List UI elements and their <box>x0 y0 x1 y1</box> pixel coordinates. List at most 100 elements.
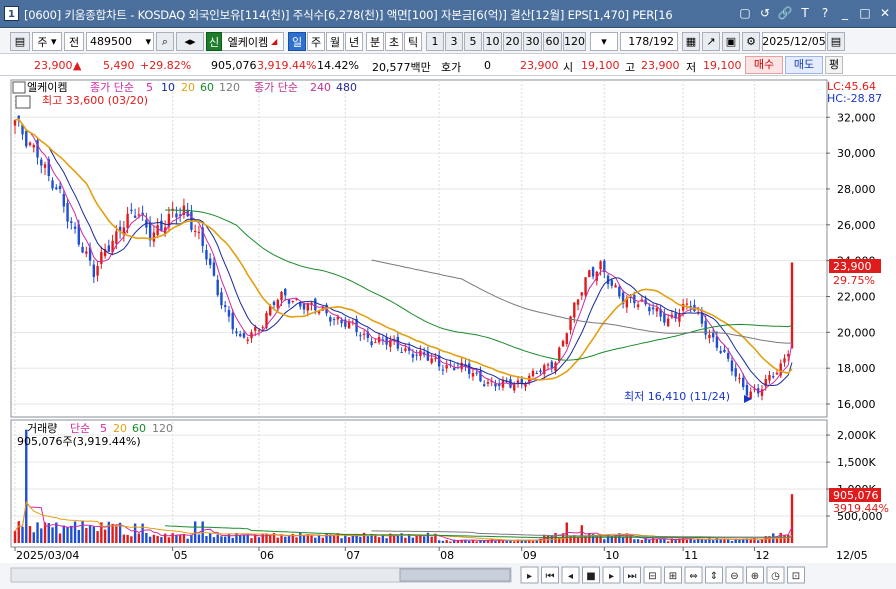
minimize-button[interactable]: _ <box>842 6 848 20</box>
bar-count-field[interactable]: 178/192 <box>620 32 678 51</box>
gear-icon[interactable]: ⚙ <box>742 32 760 51</box>
interval-button-120[interactable]: 120 <box>563 32 586 51</box>
volume-bar <box>689 538 692 543</box>
candle-body <box>340 319 343 324</box>
volume-bar <box>539 538 542 543</box>
collapse-icon[interactable] <box>643 566 662 584</box>
candle-body <box>483 384 486 386</box>
candle-body <box>58 185 62 190</box>
period-button-tick[interactable]: 틱 <box>404 32 422 51</box>
volume-bar <box>51 527 54 543</box>
table-icon[interactable] <box>15 95 31 109</box>
prev-icon[interactable] <box>561 566 580 584</box>
period-button-month[interactable]: 월 <box>326 32 344 51</box>
interval-button-5[interactable]: 5 <box>464 32 482 51</box>
candle-body <box>531 370 535 377</box>
calendar-icon[interactable]: ▤ <box>827 32 845 51</box>
volume-bar <box>505 540 508 543</box>
period-button-minute[interactable]: 분 <box>366 32 384 51</box>
volume-bar <box>190 534 193 543</box>
volume-bar <box>362 532 366 543</box>
help-icon[interactable]: ? <box>821 6 829 20</box>
candle-body <box>32 145 35 148</box>
interval-button-3[interactable]: 3 <box>445 32 463 51</box>
chart-scrollbar-thumb[interactable] <box>399 568 511 582</box>
zoom-v-icon[interactable] <box>705 566 723 584</box>
close-button[interactable]: ✕ <box>879 6 891 20</box>
sell-button[interactable]: 매도 <box>785 56 823 74</box>
interval-button-60[interactable]: 60 <box>543 32 562 51</box>
interval-custom-select[interactable]: ▾ <box>590 32 618 51</box>
zoom-h-icon[interactable] <box>684 566 703 584</box>
candle-body <box>708 334 711 339</box>
zoom-in-icon[interactable] <box>746 566 764 584</box>
grid-icon[interactable]: ▦ <box>682 32 700 51</box>
candle-body <box>235 331 238 334</box>
volume-bar <box>186 538 189 543</box>
chart-scrollbar-track[interactable] <box>10 567 512 583</box>
period-button-second[interactable]: 초 <box>385 32 403 51</box>
interval-button-20[interactable]: 20 <box>503 32 522 51</box>
candle-body <box>621 292 625 305</box>
layout-icon[interactable]: ▤ <box>10 32 30 51</box>
candle-body <box>160 220 163 231</box>
refresh-icon[interactable]: ↺ <box>759 6 771 20</box>
date-tick-label: 2025/03/04 <box>16 549 79 562</box>
buy-button[interactable]: 매수 <box>745 56 783 74</box>
candle-body <box>246 339 249 341</box>
date-field[interactable]: 2025/12/05 <box>762 32 826 51</box>
play-icon[interactable] <box>520 566 539 584</box>
expand-icon[interactable] <box>664 566 682 584</box>
candle-body <box>745 384 749 396</box>
interval-button-30[interactable]: 30 <box>523 32 542 51</box>
volume-bar <box>588 533 591 543</box>
volume-bar <box>437 540 441 543</box>
panel-menu-icon[interactable] <box>12 81 26 94</box>
first-icon[interactable] <box>541 566 559 584</box>
candle-body <box>122 227 126 236</box>
sound-icon[interactable]: ◂▸ <box>176 32 204 51</box>
period-button-week[interactable]: 주 <box>307 32 325 51</box>
candle-body <box>306 303 309 311</box>
price-legend-ma240: 240 <box>310 81 331 94</box>
volume-bar <box>490 539 493 543</box>
candle-body <box>415 354 418 356</box>
volume-bar <box>610 535 614 543</box>
maximize-button[interactable]: □ <box>859 6 871 20</box>
volume-bar <box>92 526 96 543</box>
chart-area[interactable]: 32,00030,00028,00026,00024,00022,00020,0… <box>0 77 896 589</box>
candle-body <box>479 370 482 382</box>
stock-code-input[interactable]: 489500 ▾ <box>86 32 154 51</box>
volume-bar <box>516 539 520 543</box>
save-icon[interactable]: ▣ <box>722 32 740 51</box>
candle-body <box>494 383 497 387</box>
flat-button[interactable]: 평 <box>825 56 843 74</box>
candle-body <box>85 251 88 254</box>
volume-bar <box>115 526 118 543</box>
next-icon[interactable] <box>602 566 621 584</box>
volume-bar <box>182 533 186 543</box>
chart-canvas[interactable]: 32,00030,00028,00026,00024,00022,00020,0… <box>0 77 896 589</box>
search-icon[interactable]: ⌕ <box>156 32 174 51</box>
fit-icon[interactable] <box>787 566 805 584</box>
history-icon[interactable] <box>766 566 785 584</box>
link-icon[interactable]: 🔗 <box>777 6 793 20</box>
interval-button-10[interactable]: 10 <box>483 32 502 51</box>
period-unit-select[interactable]: 주 ▾ <box>32 32 62 51</box>
volume-bar <box>528 539 531 543</box>
font-icon[interactable]: T <box>801 6 809 20</box>
last-icon[interactable] <box>623 566 641 584</box>
collapse-icon-glyph: ⊟ <box>648 571 656 582</box>
period-button-year[interactable]: 년 <box>345 32 363 51</box>
zoom-out-icon[interactable] <box>725 566 744 584</box>
compare-button[interactable]: 전 <box>64 32 84 51</box>
volume-bar <box>573 535 576 543</box>
period-button-day[interactable]: 일 <box>288 32 306 51</box>
trend-icon[interactable]: ↗ <box>702 32 720 51</box>
candle-body <box>610 280 614 286</box>
candle-body <box>520 378 523 384</box>
interval-button-1[interactable]: 1 <box>426 32 444 51</box>
stop-icon[interactable] <box>582 566 600 584</box>
restore-layout-icon[interactable]: ▢ <box>739 6 751 20</box>
volume-bar <box>655 538 659 543</box>
